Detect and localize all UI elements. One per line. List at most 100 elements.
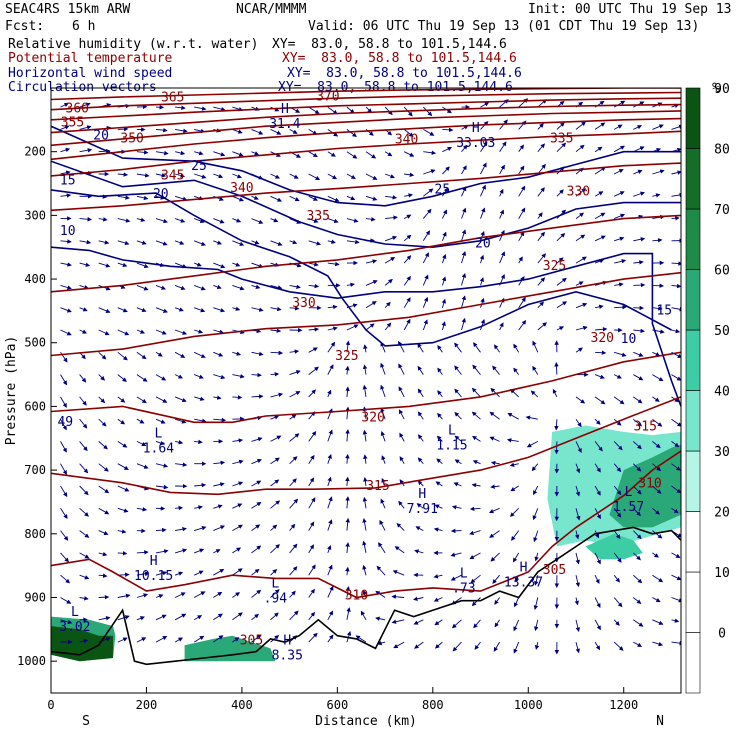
vector-561 [473, 342, 481, 353]
vector-509 [441, 298, 446, 308]
vector-169 [175, 526, 187, 532]
vector-19 [60, 530, 69, 541]
vector-242 [232, 481, 244, 487]
vector-676 [575, 121, 587, 130]
theta-label-12: 335 [307, 209, 330, 224]
vector-298 [270, 612, 279, 621]
vector-140 [155, 440, 165, 446]
vector-16 [60, 463, 67, 475]
vector-523 [434, 619, 443, 626]
vector-199 [193, 635, 205, 643]
vector-463 [398, 386, 405, 398]
extremum-L-8: L [460, 567, 468, 582]
model-title: SEAC4RS 15km ARW [5, 2, 131, 17]
vector-445 [378, 542, 386, 554]
vector-218 [213, 504, 223, 509]
vector-341 [308, 454, 315, 464]
vector-85 [117, 329, 130, 336]
vector-214 [213, 417, 227, 423]
vector-338 [308, 389, 317, 398]
y-axis-title: Pressure (hPa) [4, 336, 19, 446]
vector-321 [289, 566, 298, 576]
extremum-L-10: L [71, 605, 79, 620]
vector-394 [345, 517, 350, 531]
vector-285 [270, 328, 282, 333]
vector-92 [117, 485, 130, 492]
vector-477 [423, 150, 437, 155]
vector-138 [155, 396, 168, 403]
vector-155 [174, 218, 186, 223]
theta-contour-330 [51, 214, 681, 293]
extremum-H-0: H [281, 102, 289, 117]
vector-545 [450, 552, 462, 557]
vector-387 [345, 365, 350, 375]
vector-345 [308, 544, 314, 554]
vector-217 [213, 482, 225, 487]
vector-252 [251, 151, 260, 156]
vector-405 [365, 217, 376, 222]
theta-label-2: 305 [543, 563, 566, 578]
extremum-value-4: 7.91 [407, 502, 438, 517]
vector-424 [355, 635, 367, 643]
vector-502 [442, 146, 453, 153]
vector-510 [441, 321, 446, 331]
colorbar-tick-80: 80 [714, 143, 730, 158]
vector-493 [416, 503, 424, 509]
vector-279 [270, 195, 283, 202]
vector-592 [490, 484, 500, 489]
vector-79 [117, 195, 130, 200]
colorbar-swatch-4 [685, 390, 701, 452]
vector-159 [174, 307, 184, 312]
vector-248 [232, 612, 243, 621]
vector-745 [613, 552, 622, 563]
vector-102 [136, 150, 149, 155]
vector-528 [461, 165, 467, 175]
vector-243 [232, 503, 243, 509]
extremum-value-6: 10.15 [134, 569, 173, 584]
vector-303 [289, 173, 299, 179]
vector-333 [308, 283, 320, 289]
vector-474 [393, 641, 405, 649]
vector-336 [308, 347, 318, 353]
vector-732 [614, 259, 627, 264]
vector-135 [155, 329, 167, 335]
vector-288 [270, 392, 284, 398]
vector-265 [251, 437, 263, 442]
fcst-value: 6 h [72, 19, 96, 34]
vector-301 [289, 129, 298, 134]
vector-660 [556, 326, 565, 331]
vector-231 [232, 240, 245, 246]
vector-147 [155, 594, 164, 599]
terrain-profile [51, 526, 681, 666]
vector-490 [417, 434, 424, 442]
vector-815 [671, 441, 680, 448]
vector-741 [613, 463, 622, 473]
vector-818 [671, 507, 679, 514]
vector-0 [60, 102, 69, 108]
vector-722 [594, 597, 601, 609]
vector-567 [471, 483, 481, 488]
wind-contour-15 [51, 189, 672, 347]
vector-734 [614, 304, 627, 310]
vector-431 [384, 235, 398, 242]
y-tick-label-300: 300 [24, 208, 46, 222]
vector-258 [251, 284, 261, 289]
vector-299 [270, 635, 280, 643]
vector-17 [60, 485, 68, 498]
extremum-L-7: L [271, 576, 279, 591]
vector-181 [194, 240, 206, 246]
vector-715 [594, 441, 603, 452]
vector-62 [98, 374, 106, 381]
vector-375 [346, 106, 355, 114]
colorbar-tick-30: 30 [714, 445, 730, 460]
vector-221 [213, 568, 225, 576]
vector-212 [213, 374, 226, 380]
vector-222 [213, 591, 223, 598]
vector-618 [509, 507, 520, 517]
vector-344 [308, 521, 315, 531]
y-tick-label-500: 500 [24, 336, 46, 350]
vector-515 [436, 435, 443, 442]
x-tick-label-800: 800 [422, 698, 444, 712]
vector-418 [362, 496, 368, 509]
